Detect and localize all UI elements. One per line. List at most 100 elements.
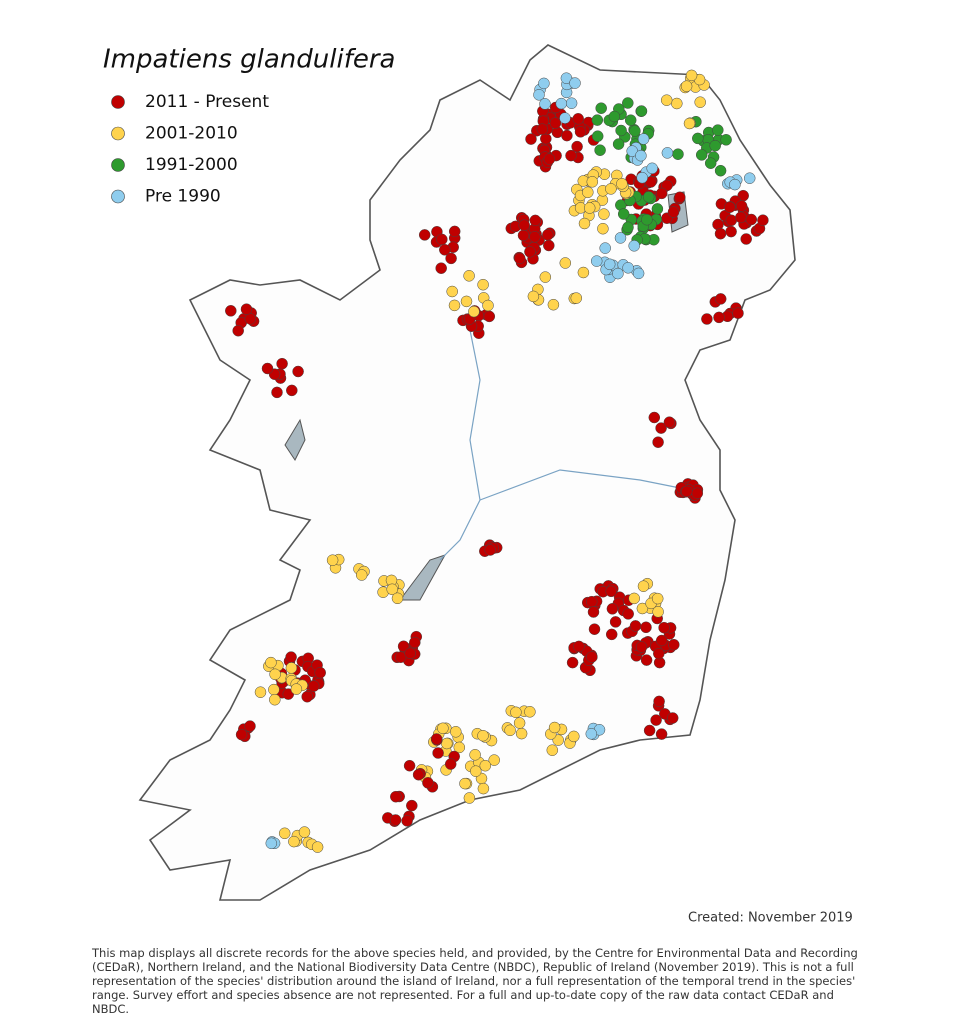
record-dot [661, 179, 673, 192]
record-dot [615, 124, 627, 137]
record-dot [524, 246, 536, 258]
record-dot [570, 292, 583, 304]
record-dot [232, 324, 244, 337]
record-dot [469, 749, 481, 761]
record-dot [655, 728, 668, 740]
record-dot [488, 754, 500, 766]
record-dot [743, 172, 756, 184]
lough-corrib [284, 418, 306, 461]
record-dot [582, 186, 594, 199]
record-dot [446, 285, 458, 298]
record-dot [460, 295, 473, 308]
record-dot [225, 305, 237, 317]
record-dot [714, 227, 727, 240]
record-dot [459, 777, 471, 790]
record-dot [635, 105, 648, 117]
record-dot [290, 683, 303, 695]
records [225, 69, 769, 853]
record-dot [269, 693, 281, 706]
record-dot [276, 357, 288, 370]
legend: 2011 - Present 2001-2010 1991-2000 Pre 1990 [111, 92, 269, 207]
record-dot [430, 733, 443, 745]
record-dot [635, 149, 647, 162]
record-dot [578, 217, 591, 230]
record-dot [642, 191, 655, 203]
record-dot [565, 149, 577, 162]
record-dot [671, 97, 683, 110]
record-dot [513, 717, 526, 729]
record-dot [605, 183, 617, 195]
record-dot [612, 267, 624, 280]
record-dot [588, 623, 601, 635]
record-dot [301, 690, 313, 703]
record-dot [437, 722, 449, 735]
record-dot [586, 651, 598, 663]
record-dot [515, 727, 528, 740]
record-dot [591, 130, 604, 142]
record-dot [240, 303, 253, 315]
record-dot [598, 208, 610, 220]
record-dot [549, 117, 562, 129]
record-dot [712, 124, 724, 136]
record-dot [561, 129, 573, 142]
record-dot [622, 97, 634, 109]
record-dot [513, 252, 526, 265]
record-dot [292, 365, 304, 378]
record-dot [572, 113, 584, 125]
record-dot [479, 759, 492, 772]
record-dot [559, 257, 572, 269]
record-dot [594, 144, 606, 156]
record-dot [265, 837, 278, 850]
record-dot [729, 178, 741, 191]
record-dot [463, 792, 476, 804]
record-dot [680, 485, 693, 498]
record-dot [660, 94, 673, 106]
legend-label: 2011 - Present [145, 92, 269, 112]
record-dot [409, 636, 421, 649]
record-dot [436, 233, 448, 246]
record-dot [595, 102, 607, 114]
map-title: Impatiens glandulifera [103, 45, 395, 75]
river-liffey [479, 469, 691, 501]
legend-label: Pre 1990 [145, 187, 221, 207]
record-dot [646, 162, 658, 175]
record-dot [757, 214, 769, 226]
record-dot [527, 290, 540, 303]
record-dot [386, 583, 398, 596]
record-dot [435, 262, 447, 274]
record-dot [655, 422, 667, 434]
record-dot [555, 97, 568, 110]
record-dot [685, 69, 698, 82]
record-dot [694, 96, 706, 108]
record-dot [740, 233, 752, 245]
record-dot [539, 98, 551, 110]
record-dot [745, 213, 758, 226]
record-dot [635, 641, 648, 653]
record-dot [517, 229, 530, 242]
record-dot [585, 595, 598, 608]
legend-label: 2001-2010 [145, 124, 238, 144]
record-dot [543, 239, 555, 252]
record-dot [617, 208, 630, 220]
record-dot [525, 133, 537, 145]
record-dot [577, 266, 590, 279]
record-dot [432, 747, 444, 759]
record-dot [546, 744, 559, 756]
record-dot [477, 278, 489, 291]
record-dot [574, 126, 587, 138]
record-dot [504, 724, 516, 737]
record-dot [632, 267, 645, 280]
record-dot [533, 89, 545, 101]
record-dot [636, 171, 648, 184]
record-dot [629, 125, 641, 137]
record-dot [674, 191, 686, 204]
record-dot [389, 814, 402, 826]
record-dot [587, 606, 600, 618]
record-dot [648, 411, 661, 424]
record-dot [548, 721, 561, 734]
record-dot [307, 680, 320, 692]
record-dot [628, 240, 640, 252]
record-dot [285, 651, 297, 663]
record-dot [524, 706, 536, 718]
record-dot [653, 695, 665, 708]
